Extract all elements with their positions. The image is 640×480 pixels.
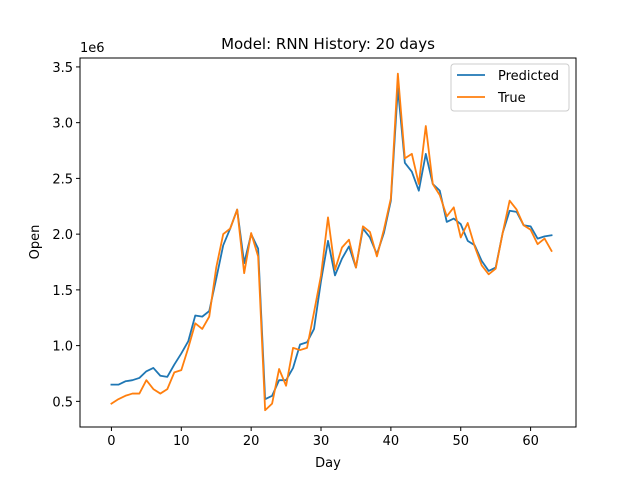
y-axis-label: Open: [28, 225, 43, 260]
x-tick-label: 10: [173, 434, 190, 449]
y-axis-multiplier: 1e6: [80, 41, 105, 56]
y-tick-label: 3.5: [52, 61, 73, 76]
x-tick-label: 20: [243, 434, 260, 449]
plot-area: 0 10 20 30 40 50 60 0.5 1.0 1.5 2.0 2.5 3.0 3.5: [52, 61, 553, 449]
chart-title: Model: RNN History: 20 days: [221, 35, 435, 53]
series-line-predicted: [110, 87, 553, 401]
legend-label-predicted: Predicted: [498, 69, 559, 84]
x-tick-label: 40: [383, 434, 400, 449]
series-line-true: [110, 72, 553, 412]
x-tick-label: 0: [107, 434, 115, 449]
y-tick-label: 0.5: [52, 395, 73, 410]
y-tick-label: 1.0: [52, 340, 73, 355]
y-tick-label: 2.0: [52, 228, 73, 243]
x-tick-label: 50: [452, 434, 469, 449]
y-tick-label: 2.5: [52, 172, 73, 187]
plot-frame: [79, 57, 577, 428]
x-tick-label: 60: [522, 434, 539, 449]
y-tick-label: 3.0: [52, 117, 73, 132]
legend: Predicted True: [450, 63, 570, 112]
y-tick-label: 1.5: [52, 284, 73, 299]
legend-label-true: True: [497, 91, 526, 106]
x-tick-label: 30: [313, 434, 330, 449]
x-axis-label: Day: [315, 456, 341, 471]
